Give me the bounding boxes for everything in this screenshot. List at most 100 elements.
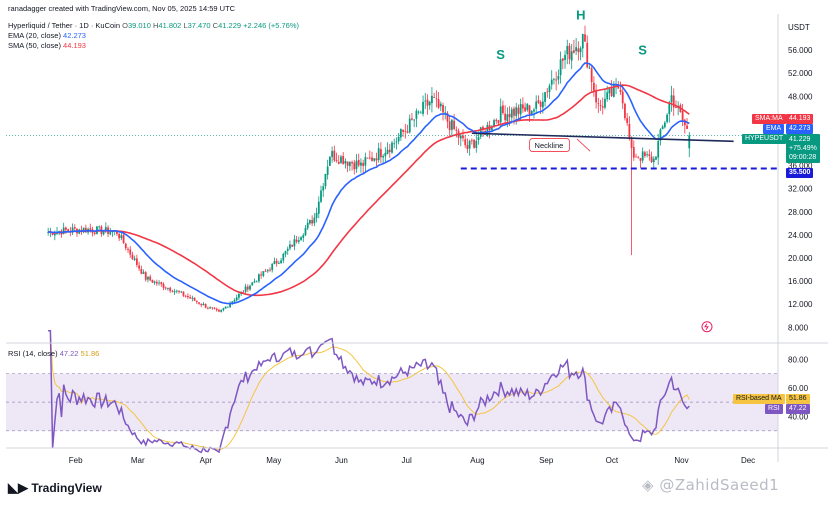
candle-body [309, 219, 311, 224]
candle-body [402, 129, 404, 132]
candle-body [273, 261, 276, 264]
left-shoulder-label: S [496, 47, 505, 62]
candle-body [326, 166, 329, 175]
price-badge: 41.229 +75.49% 09:00:28 [786, 134, 820, 163]
candle-body [269, 269, 271, 271]
time-tick-label: Aug [470, 456, 484, 465]
candle-body [98, 226, 101, 228]
candle-body [495, 119, 498, 122]
time-tick-label: Jul [402, 456, 412, 465]
candle-body [155, 281, 158, 284]
candle-body [322, 186, 325, 191]
moving-averages [6, 62, 778, 305]
candle-body [253, 281, 256, 283]
candle-body [388, 149, 391, 153]
candle-body [293, 239, 296, 247]
candle-body [324, 173, 327, 187]
candle-body [171, 291, 174, 293]
candle-body [655, 156, 657, 160]
candle-body [213, 308, 216, 309]
candle-body [533, 109, 535, 112]
ema-legend-label: EMA (20, close) [8, 31, 61, 40]
candle-body [300, 237, 302, 240]
candle-body [93, 232, 96, 234]
time-tick-label: Mar [131, 456, 145, 465]
candle-body [564, 54, 566, 60]
candle-body [668, 103, 671, 115]
candle-body [144, 272, 147, 280]
candle-body [528, 105, 531, 115]
candle-body [537, 100, 540, 103]
candle-body [242, 291, 245, 293]
candle-body [291, 244, 294, 247]
candle-body [375, 158, 378, 161]
price-tick-label: 12.000 [788, 300, 813, 309]
candle-body [577, 48, 580, 53]
candle-body [84, 227, 87, 233]
candle-body [597, 103, 600, 105]
candle-body [413, 119, 416, 121]
sma-legend-label: SMA (50, close) [8, 41, 61, 50]
rsi-ma-badge-label: RSI-based MA [733, 394, 785, 404]
candle-body [151, 279, 154, 283]
candle-body [652, 158, 655, 163]
candle-body [559, 59, 562, 76]
candle-body [235, 297, 238, 301]
candle-body [610, 88, 613, 96]
candle-body [619, 89, 622, 92]
tradingview-logo: ◣▶ TradingView [8, 480, 102, 496]
candle-body [566, 46, 569, 55]
candle-body [650, 156, 653, 163]
candle-body [621, 91, 624, 104]
candle-body [661, 126, 664, 130]
candle-body [311, 219, 314, 224]
alert-icon[interactable] [701, 321, 713, 333]
candle-body [526, 104, 529, 111]
price-tick-label: 32.000 [788, 185, 813, 194]
candle-body [663, 122, 666, 128]
candle-body [246, 286, 249, 290]
candle-body [160, 282, 163, 285]
candle-body [442, 105, 444, 113]
candle-body [672, 95, 675, 108]
candle-body [426, 99, 429, 106]
rsi-legend-label: RSI (14, close) [8, 349, 58, 358]
candle-body [138, 265, 141, 269]
candle-body [646, 154, 649, 156]
candle-body [595, 91, 597, 103]
candle-body [131, 254, 134, 260]
candle-body [588, 67, 591, 69]
tv-logo-icon: ◣▶ [8, 480, 28, 495]
candle-body [346, 161, 349, 166]
rsi-band [6, 373, 778, 432]
candle-body [266, 269, 269, 272]
ema-20-line [48, 62, 690, 305]
candle-body [539, 102, 542, 107]
candle-body [419, 112, 422, 114]
symbol-legend: Hyperliquid / Tether · 1D · KuCoin O39.0… [8, 21, 300, 30]
candle-body [67, 229, 70, 232]
candle-body [233, 300, 236, 302]
candle-body [211, 307, 214, 309]
candle-body [635, 156, 637, 158]
candle-body [220, 309, 223, 312]
currency-label: USDT [788, 23, 810, 32]
ohlc-high: 41.802 [158, 21, 182, 30]
author-line: ranadagger created with TradingView.com,… [8, 4, 236, 13]
candle-body [612, 84, 615, 97]
candle-body [82, 227, 85, 233]
candle-body [592, 82, 595, 91]
tv-logo-text: TradingView [31, 481, 102, 495]
ema-legend-value: 42.273 [63, 31, 86, 40]
candle-body [435, 98, 438, 100]
candle-body [617, 85, 620, 89]
neckline-label-box [529, 138, 570, 152]
candle-body [360, 162, 362, 166]
candle-body [439, 103, 442, 107]
candle-body [510, 109, 513, 118]
candle-body [641, 151, 644, 161]
candle-body [206, 307, 209, 309]
candle-body [71, 227, 74, 233]
neckline-line[interactable] [471, 132, 734, 143]
